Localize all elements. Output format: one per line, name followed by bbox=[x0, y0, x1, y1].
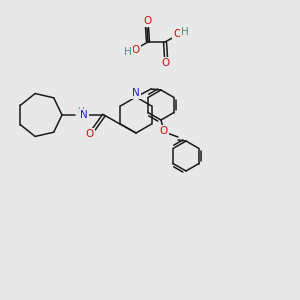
Text: N: N bbox=[80, 110, 88, 120]
Text: O: O bbox=[160, 126, 168, 136]
Text: H: H bbox=[181, 27, 189, 37]
Text: O: O bbox=[143, 16, 151, 26]
Text: N: N bbox=[132, 88, 140, 98]
Text: O: O bbox=[173, 29, 181, 39]
Text: O: O bbox=[162, 58, 170, 68]
Text: H: H bbox=[124, 47, 132, 57]
Text: O: O bbox=[132, 45, 140, 55]
Text: H: H bbox=[78, 106, 84, 116]
Text: O: O bbox=[86, 129, 94, 139]
